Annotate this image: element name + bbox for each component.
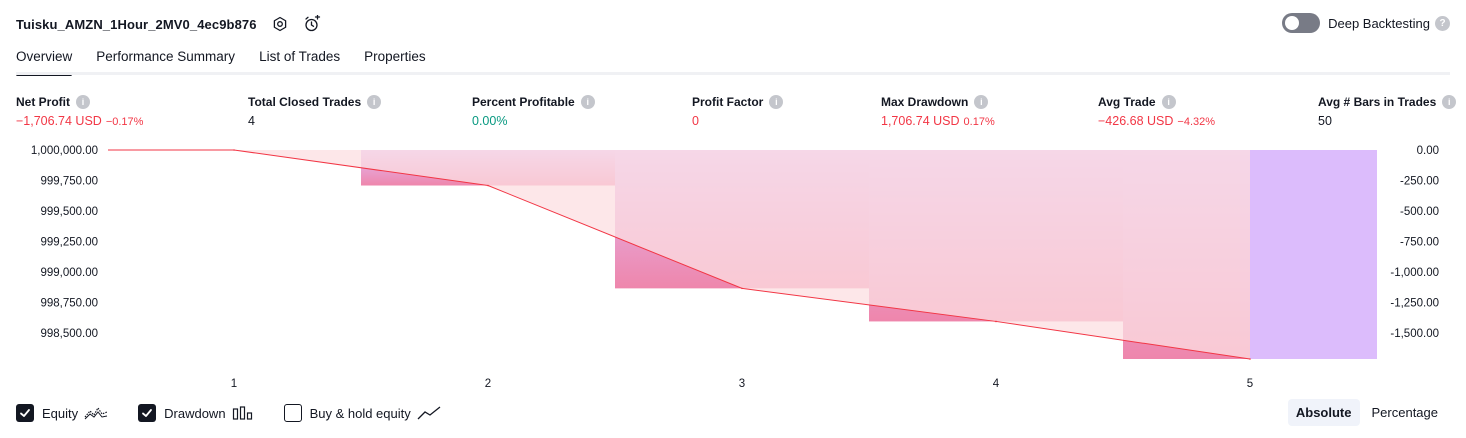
x-tick-label: 2: [485, 378, 491, 390]
avg-trade-value: −426.68 USD: [1098, 114, 1174, 128]
right-tick-label: -250.00: [1400, 176, 1439, 188]
metric-percent-profitable: Percent Profitable i 0.00%: [472, 94, 595, 128]
info-icon[interactable]: i: [580, 95, 595, 109]
info-icon[interactable]: i: [367, 95, 382, 109]
max-drawdown-label: Max Drawdown: [881, 95, 969, 109]
equity-label: Equity: [42, 405, 79, 421]
right-axis: 0.00 -250.00 -500.00 -750.00 -1,000.00 -1,250…: [1390, 145, 1439, 340]
left-tick-label: 998,750.00: [40, 298, 98, 310]
tab-properties[interactable]: Properties: [364, 49, 426, 64]
help-icon[interactable]: ?: [1435, 15, 1450, 31]
deep-backtesting-label: Deep Backtesting: [1328, 15, 1430, 31]
buy-hold-label: Buy & hold equity: [309, 405, 411, 421]
percent-profitable-value: 0.00%: [472, 114, 508, 128]
avg-trade-label: Avg Trade: [1098, 95, 1156, 109]
percentage-button[interactable]: Percentage: [1371, 405, 1439, 420]
info-icon[interactable]: i: [1442, 95, 1457, 109]
drawdown-label: Drawdown: [164, 405, 226, 421]
info-icon[interactable]: i: [1161, 95, 1176, 109]
left-tick-label: 998,500.00: [40, 328, 98, 340]
info-icon[interactable]: i: [769, 95, 784, 109]
header: Tuisku_AMZN_1Hour_2MV0_4ec9b876: [16, 10, 321, 38]
equity-drawdown-chart[interactable]: 1,000,000.00 999,750.00 999,500.00 999,250.…: [0, 140, 1466, 398]
settings-icon[interactable]: [271, 15, 289, 33]
equity-point: [487, 184, 489, 187]
metric-total-closed-trades: Total Closed Trades i 4: [248, 94, 382, 128]
buy-hold-line-icon: [417, 405, 441, 421]
chart-legend: Equity Drawdown Buy & hold equity: [16, 404, 471, 422]
mode-switch: Absolute Percentage: [1284, 399, 1446, 426]
deep-backtesting: Deep Backtesting ?: [1282, 13, 1450, 33]
x-tick-label: 3: [739, 378, 745, 390]
equity-point: [1249, 358, 1251, 360]
left-axis: 1,000,000.00 999,750.00 999,500.00 999,250.…: [31, 145, 98, 340]
info-icon[interactable]: i: [76, 95, 90, 109]
total-closed-trades-value: 4: [248, 114, 255, 128]
metric-profit-factor: Profit Factor i 0: [692, 94, 784, 128]
avg-trade-percent: −4.32%: [1177, 116, 1216, 128]
percent-profitable-label: Percent Profitable: [472, 95, 575, 109]
metric-net-profit: Net Profit i −1,706.74 USD −0.17%: [16, 94, 143, 128]
right-tick-label: -750.00: [1400, 237, 1439, 249]
add-alert-icon[interactable]: [303, 15, 321, 33]
avg-bars-value: 50: [1318, 114, 1332, 128]
equity-checkbox[interactable]: [16, 404, 34, 422]
x-tick-label: 4: [993, 378, 1000, 390]
drawdown-bars-icon: [232, 405, 254, 421]
x-tick-label: 1: [231, 378, 237, 390]
right-tick-label: 0.00: [1417, 145, 1439, 157]
tabs-divider: [16, 72, 1450, 75]
equity-point: [741, 287, 743, 290]
legend-equity[interactable]: Equity: [16, 404, 108, 422]
absolute-button[interactable]: Absolute: [1287, 399, 1360, 426]
x-axis: 1 2 3 4 5: [231, 378, 1253, 390]
net-profit-percent: −0.17%: [105, 116, 144, 128]
net-profit-label: Net Profit: [16, 95, 70, 109]
profit-factor-label: Profit Factor: [692, 95, 764, 109]
legend-drawdown[interactable]: Drawdown: [138, 404, 253, 422]
left-tick-label: 999,000.00: [40, 267, 98, 279]
left-tick-label: 999,250.00: [40, 237, 98, 249]
strategy-title: Tuisku_AMZN_1Hour_2MV0_4ec9b876: [16, 16, 257, 32]
equity-line-group: [108, 149, 1251, 360]
metric-avg-trade: Avg Trade i −426.68 USD −4.32%: [1098, 94, 1215, 128]
metric-avg-bars: Avg # Bars in Trades i 50: [1318, 94, 1457, 128]
legend-buy-hold[interactable]: Buy & hold equity: [283, 404, 441, 422]
equity-point: [233, 149, 235, 151]
equity-line: [108, 149, 1251, 360]
tab-list-of-trades[interactable]: List of Trades: [259, 49, 341, 64]
net-profit-value: −1,706.74 USD: [16, 114, 102, 128]
tab-overview[interactable]: Overview: [16, 46, 73, 76]
left-tick-label: 999,750.00: [40, 176, 98, 188]
profit-factor-value: 0: [692, 114, 699, 128]
equity-point: [995, 320, 997, 323]
equity-fill: [108, 150, 1250, 359]
right-tick-label: -500.00: [1400, 206, 1439, 218]
tab-bar: Overview Performance Summary List of Tra…: [16, 46, 450, 76]
equity-line-icon: [84, 405, 108, 421]
total-closed-trades-label: Total Closed Trades: [248, 95, 362, 109]
drawdown-checkbox[interactable]: [138, 404, 157, 422]
metric-max-drawdown: Max Drawdown i 1,706.74 USD 0.17%: [881, 94, 995, 128]
drawdown-bar-tail: [1250, 150, 1377, 359]
left-tick-label: 999,500.00: [40, 206, 98, 218]
avg-bars-label: Avg # Bars in Trades: [1318, 95, 1437, 109]
info-icon[interactable]: i: [974, 95, 989, 109]
max-drawdown-value: 1,706.74 USD: [881, 114, 960, 128]
tab-performance-summary[interactable]: Performance Summary: [96, 49, 236, 64]
equity-area: [108, 150, 1250, 359]
deep-backtesting-toggle[interactable]: [1282, 13, 1321, 33]
right-tick-label: -1,000.00: [1390, 267, 1439, 279]
x-tick-label: 5: [1247, 378, 1253, 390]
max-drawdown-percent: 0.17%: [963, 116, 995, 128]
buy-hold-checkbox[interactable]: [283, 404, 302, 422]
right-tick-label: -1,250.00: [1390, 298, 1439, 310]
left-tick-label: 1,000,000.00: [31, 145, 98, 157]
right-tick-label: -1,500.00: [1390, 328, 1439, 340]
